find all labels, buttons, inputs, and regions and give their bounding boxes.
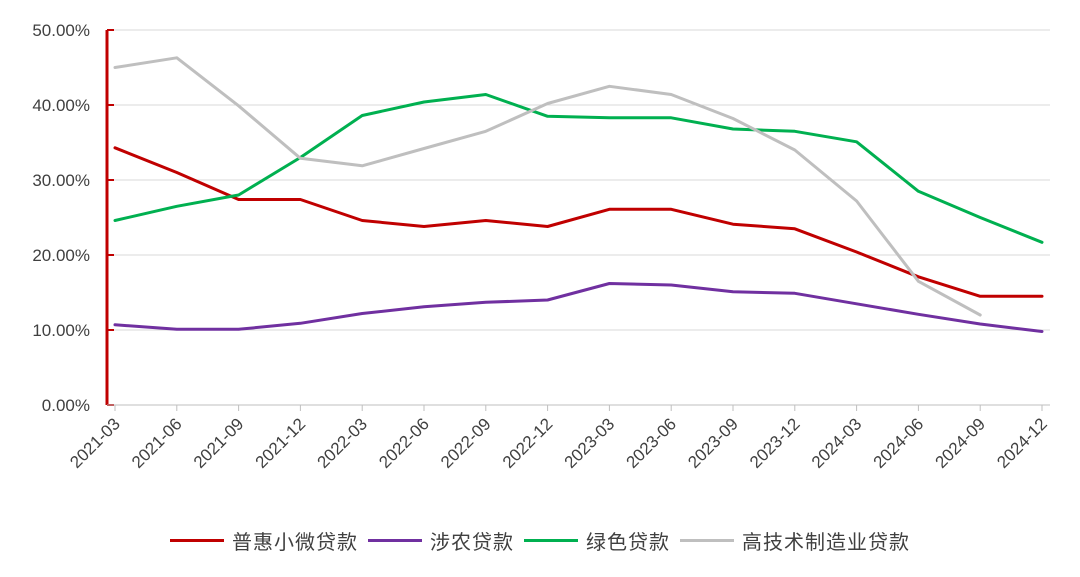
- x-tick-label: 2024-06: [870, 414, 928, 472]
- legend-label: 普惠小微贷款: [232, 529, 358, 554]
- y-tick-label: 10.00%: [32, 321, 90, 340]
- series-line-2: [113, 282, 1044, 333]
- x-tick-label: 2024-12: [993, 414, 1051, 472]
- legend-item: 涉农贷款: [368, 526, 514, 555]
- x-tick-label: 2023-06: [622, 414, 680, 472]
- legend-item: 普惠小微贷款: [170, 526, 358, 555]
- legend-swatch: [680, 538, 734, 542]
- x-tick-label: 2022-12: [499, 414, 557, 472]
- x-tick-label: 2024-03: [808, 414, 866, 472]
- x-tick-label: 2022-06: [375, 414, 433, 472]
- y-tick-label: 30.00%: [32, 171, 90, 190]
- x-axis: 2021-03 2021-06 2021-09 2021-12 2022-03 2022-…: [66, 404, 1051, 472]
- x-tick-label: 2022-03: [313, 414, 371, 472]
- legend-item: 高技术制造业贷款: [680, 526, 910, 555]
- legend-swatch: [368, 538, 422, 542]
- x-tick-label: 2023-12: [746, 414, 804, 472]
- legend-swatch: [170, 538, 224, 542]
- x-tick-label: 2023-09: [684, 414, 742, 472]
- series-line-4: [113, 56, 982, 317]
- series-line-3: [113, 93, 1044, 244]
- series-lines: [113, 56, 1044, 333]
- x-tick-label: 2022-09: [437, 414, 495, 472]
- x-tick-label: 2021-09: [190, 414, 248, 472]
- legend-label: 绿色贷款: [586, 529, 670, 554]
- x-tick-label: 2023-03: [561, 414, 619, 472]
- y-tick-label: 0.00%: [42, 396, 90, 415]
- y-tick-label: 50.00%: [32, 21, 90, 40]
- x-tick-label: 2021-12: [252, 414, 310, 472]
- legend-label: 高技术制造业贷款: [742, 529, 910, 554]
- y-tick-label: 40.00%: [32, 96, 90, 115]
- legend-item: 绿色贷款: [524, 526, 670, 555]
- legend-label: 涉农贷款: [430, 529, 514, 554]
- legend-swatch: [524, 538, 578, 542]
- y-tick-label: 20.00%: [32, 246, 90, 265]
- gridlines: [107, 29, 1050, 331]
- legend: 普惠小微贷款 涉农贷款 绿色贷款 高技术制造业贷款: [0, 522, 1080, 558]
- x-tick-label: 2021-03: [66, 414, 124, 472]
- series-line-1: [113, 146, 1044, 298]
- y-axis: 0.00% 10.00% 20.00% 30.00% 40.00% 50.00%: [32, 21, 114, 415]
- x-tick-label: 2024-09: [931, 414, 989, 472]
- x-tick-label: 2021-06: [128, 414, 186, 472]
